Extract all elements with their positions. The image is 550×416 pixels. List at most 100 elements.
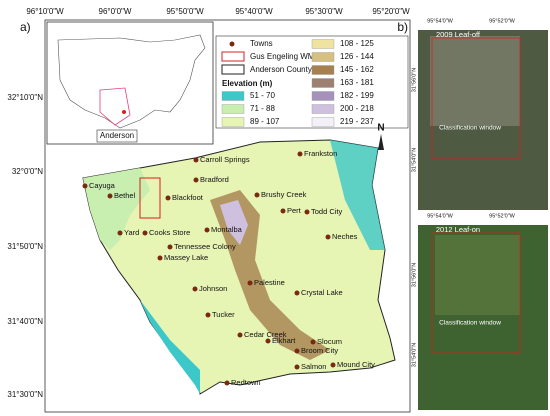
town-label: Johnson [199, 284, 227, 293]
legend-label: 200 - 218 [340, 104, 374, 113]
town-marker [193, 157, 199, 163]
lon-label: 95°30'0"W [305, 7, 343, 16]
town-label: Redtown [231, 378, 261, 387]
image-patch [435, 235, 520, 315]
legend-label: 219 - 237 [340, 117, 374, 126]
legend-label: Anderson County [250, 65, 312, 74]
legend-label: 89 - 107 [250, 117, 280, 126]
legend-swatch [311, 39, 335, 49]
town-marker [280, 208, 286, 214]
legend-swatch [221, 117, 245, 127]
legend-label: 145 - 162 [340, 65, 374, 74]
town-marker [142, 230, 148, 236]
legend-label: 126 - 144 [340, 52, 374, 61]
inset-label: Anderson [100, 131, 134, 140]
town-marker [165, 195, 171, 201]
legend-town-marker [229, 41, 235, 47]
town-label: Mound City [337, 360, 375, 369]
legend-wma-swatch [221, 51, 245, 62]
north-label: N [377, 123, 384, 134]
town-marker [247, 280, 253, 286]
lat-label: 32°0'0"N [12, 167, 43, 176]
image-lat-label: 31°54'0"N [411, 148, 417, 172]
lon-label: 96°0'0"W [99, 7, 132, 16]
legend-swatch [311, 78, 335, 88]
town-label: Broom City [301, 346, 338, 355]
lon-label: 95°40'0"W [235, 7, 273, 16]
town-marker [193, 177, 199, 183]
legend-swatch [311, 117, 335, 127]
image-lat-label: 31°56'0"N [411, 263, 417, 287]
legend-swatch [311, 91, 335, 101]
legend-county-swatch [221, 64, 245, 75]
north-arrow [378, 134, 384, 150]
town-label: Tucker [212, 310, 235, 319]
image-lat-label: 31°54'0"N [411, 343, 417, 367]
town-label: Crystal Lake [301, 288, 343, 297]
town-label: Neches [332, 232, 358, 241]
wma-boundary [139, 177, 161, 219]
town-label: Bethel [114, 191, 136, 200]
image-lon-label: 95°54'0"W [427, 18, 453, 24]
legend-label: 71 - 88 [250, 104, 275, 113]
legend-swatch [221, 91, 245, 101]
town-marker [82, 183, 88, 189]
town-label: Slocum [317, 337, 342, 346]
lat-label: 32°10'0"N [7, 93, 43, 102]
legend-swatch [221, 104, 245, 114]
legend-label: 182 - 199 [340, 91, 374, 100]
town-marker [254, 192, 260, 198]
town-label: Bradford [200, 175, 229, 184]
town-marker [294, 290, 300, 296]
town-label: Massey Lake [164, 253, 208, 262]
town-label: Carroll Springs [200, 155, 250, 164]
town-label: Cooks Store [149, 228, 190, 237]
lat-label: 31°30'0"N [7, 390, 43, 399]
town-label: Pert [287, 206, 302, 215]
lon-label: 96°10'0"W [26, 7, 64, 16]
texas [99, 87, 131, 126]
legend-swatch [311, 65, 335, 75]
image-patch [430, 36, 520, 126]
town-marker [167, 244, 173, 250]
image-lon-label: 95°54'0"W [427, 213, 453, 219]
town-label: Todd City [311, 207, 343, 216]
town-marker [330, 362, 336, 368]
legend-swatch [311, 104, 335, 114]
town-label: Salmon [301, 362, 326, 371]
legend-title: Elevation (m) [222, 79, 273, 88]
town-marker [294, 364, 300, 370]
town-label: Yard [124, 228, 139, 237]
window-outline [431, 232, 521, 354]
image-lon-label: 95°52'0"W [489, 213, 515, 219]
legend-label: Towns [250, 39, 273, 48]
town-label: Cedar Creek [244, 330, 287, 339]
town-marker [205, 312, 211, 318]
anderson-location [122, 110, 126, 114]
river-plain [140, 300, 200, 394]
panel-label: a) [20, 20, 31, 34]
town-marker [237, 332, 243, 338]
window-label: Classification window [439, 320, 501, 327]
legend-label: 51 - 70 [250, 91, 275, 100]
legend-swatch [311, 52, 335, 62]
town-marker [304, 209, 310, 215]
inset-label-box [96, 129, 138, 143]
town-marker [297, 151, 303, 157]
town-marker [117, 230, 123, 236]
town-label: Montalba [211, 225, 243, 234]
legend-label: 163 - 181 [340, 78, 374, 87]
town-marker [294, 348, 300, 354]
window-label: Classification window [439, 125, 501, 132]
panel-label: b) [397, 20, 408, 34]
town-marker [224, 380, 230, 386]
image-lat-label: 31°56'0"N [411, 68, 417, 92]
image-title: 2009 Leaf-off [436, 30, 481, 39]
town-marker [310, 339, 316, 345]
town-marker [325, 234, 331, 240]
high-ground [220, 200, 248, 245]
legend-label: Gus Engeling WMA [250, 52, 320, 61]
town-label: Blackfoot [172, 193, 204, 202]
lat-label: 31°40'0"N [7, 317, 43, 326]
